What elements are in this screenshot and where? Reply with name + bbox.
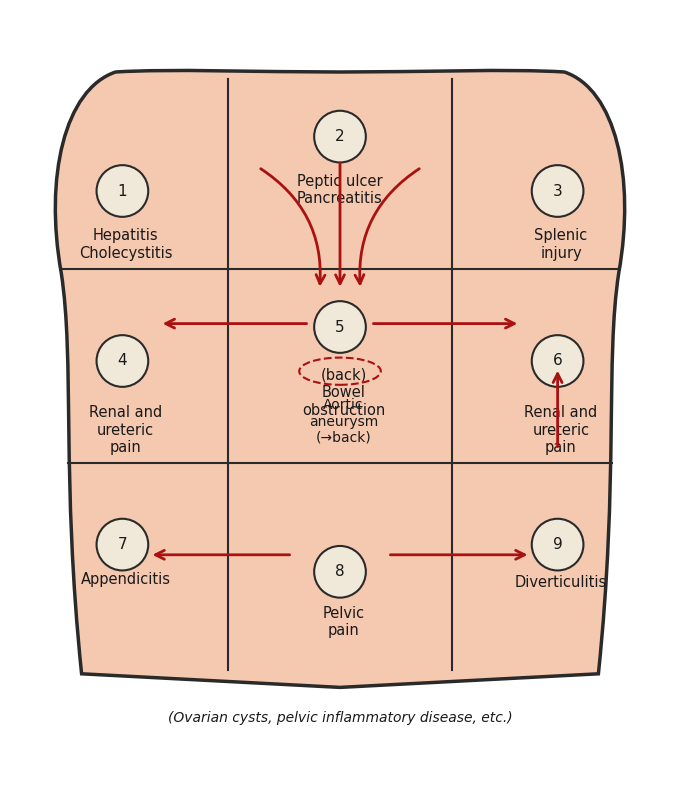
Text: 8: 8 — [335, 564, 345, 579]
Text: Splenic
injury: Splenic injury — [534, 228, 588, 261]
Circle shape — [314, 301, 366, 353]
Text: Pelvic
pain: Pelvic pain — [322, 606, 364, 638]
Circle shape — [532, 165, 583, 216]
Circle shape — [97, 335, 148, 387]
Text: 2: 2 — [335, 129, 345, 144]
Text: Hepatitis
Cholecystitis: Hepatitis Cholecystitis — [79, 228, 173, 261]
Text: 6: 6 — [553, 353, 562, 368]
Text: 3: 3 — [553, 183, 562, 198]
Text: 5: 5 — [335, 319, 345, 334]
Text: Appendicitis: Appendicitis — [81, 572, 171, 587]
Text: Peptic ulcer
Pancreatitis: Peptic ulcer Pancreatitis — [297, 174, 383, 206]
Text: 1: 1 — [118, 183, 127, 198]
Circle shape — [532, 519, 583, 570]
Text: Renal and
ureteric
pain: Renal and ureteric pain — [89, 405, 163, 455]
Circle shape — [314, 546, 366, 598]
PathPatch shape — [55, 70, 625, 687]
Text: 9: 9 — [553, 537, 562, 552]
Text: Aortic
aneurysm
(→back): Aortic aneurysm (→back) — [309, 398, 378, 445]
Text: Renal and
ureteric
pain: Renal and ureteric pain — [524, 405, 598, 455]
Circle shape — [314, 111, 366, 163]
Text: (back)
Bowel
obstruction: (back) Bowel obstruction — [302, 368, 385, 418]
Circle shape — [97, 165, 148, 216]
Text: 7: 7 — [118, 537, 127, 552]
Circle shape — [532, 335, 583, 387]
Text: (Ovarian cysts, pelvic inflammatory disease, etc.): (Ovarian cysts, pelvic inflammatory dise… — [168, 711, 512, 725]
Text: 4: 4 — [118, 353, 127, 368]
Text: Diverticulitis: Diverticulitis — [515, 575, 607, 590]
Circle shape — [97, 519, 148, 570]
